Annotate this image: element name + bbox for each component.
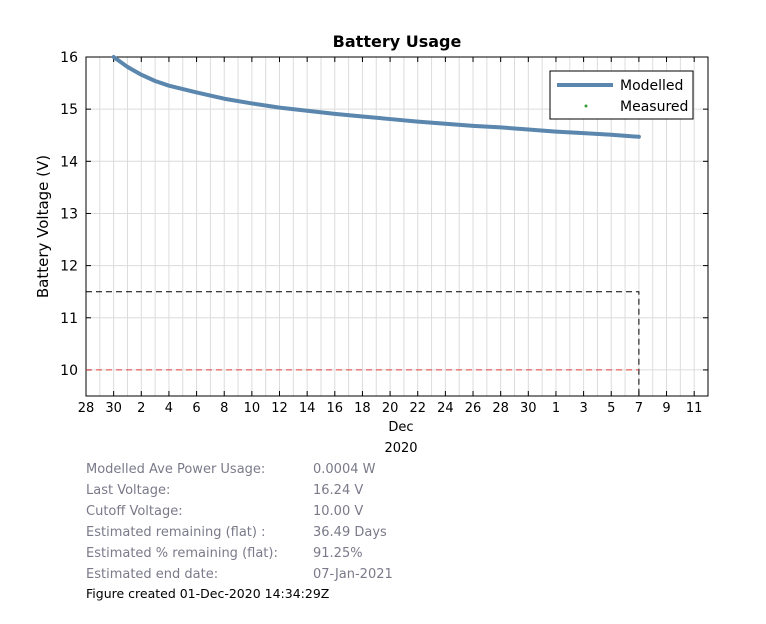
info-label: Estimated end date: [86,567,219,582]
grid-lines [85,56,709,396]
legend-label-measured: Measured [620,99,688,115]
info-label: Cutoff Voltage: [86,504,183,519]
info-value: 91.25% [313,546,363,561]
y-tick-label: 10 [60,363,78,379]
legend-label-modelled: Modelled [620,78,683,94]
summary-panel: Modelled Ave Power Usage: 0.0004 W Last … [86,459,393,585]
info-row-remaining-percent: Estimated % remaining (flat): 91.25% [86,543,393,564]
legend-swatch-measured [584,104,588,108]
y-tick-label: 14 [60,154,78,170]
x-tick-label: 30 [520,401,537,416]
x-tick-label: 22 [409,401,426,416]
x-tick-label: 11 [686,401,703,416]
threshold-reference-line [86,291,640,396]
y-tick-label: 11 [60,311,78,327]
info-value: 16.24 V [313,483,364,498]
plot-frame [85,56,709,397]
series-line-modelled [111,55,641,139]
x-tick-label: 26 [465,401,482,416]
info-value: 07-Jan-2021 [313,567,393,582]
info-row-last-voltage: Last Voltage: 16.24 V [86,480,393,501]
legend-box [549,70,694,120]
y-tick-label: 15 [60,102,78,118]
x-tick-label: 30 [105,401,122,416]
info-value: 10.00 V [313,504,364,519]
y-axis-label: Battery Voltage (V) [34,155,52,298]
info-row-cutoff: Cutoff Voltage: 10.00 V [86,501,393,522]
x-axis-label-month: Dec [388,420,413,435]
info-label: Modelled Ave Power Usage: [86,462,266,477]
info-row-remaining-days: Estimated remaining (flat) : 36.49 Days [86,522,393,543]
x-tick-label: 2 [137,401,145,416]
x-axis-label-year: 2020 [384,441,417,456]
info-label: Last Voltage: [86,483,171,498]
info-label: Estimated % remaining (flat): [86,546,278,561]
x-tick-label: 7 [635,401,643,416]
x-tick-label: 18 [354,401,371,416]
x-tick-label: 3 [579,401,587,416]
x-tick-label: 8 [220,401,228,416]
y-tick-label: 13 [60,206,78,222]
x-tick-label: 28 [78,401,95,416]
info-row-power: Modelled Ave Power Usage: 0.0004 W [86,459,393,480]
x-tick-label: 4 [165,401,173,416]
x-tick-label: 14 [299,401,316,416]
y-tick-label: 16 [60,50,78,66]
x-tick-label: 12 [271,401,288,416]
x-tick-label: 16 [327,401,344,416]
x-tick-label: 28 [492,401,509,416]
info-value: 0.0004 W [313,462,376,477]
x-tick-label: 9 [662,401,670,416]
info-value: 36.49 Days [313,525,387,540]
info-row-end-date: Estimated end date: 07-Jan-2021 [86,564,393,585]
figure-created-note: Figure created 01-Dec-2020 14:34:29Z [86,586,330,601]
x-tick-label: 20 [382,401,399,416]
y-tick-label: 12 [60,259,78,275]
x-tick-label: 6 [192,401,200,416]
x-tick-label: 1 [552,401,560,416]
x-tick-label: 5 [607,401,615,416]
chart-title: Battery Usage [333,32,462,51]
x-tick-label: 10 [244,401,261,416]
info-label: Estimated remaining (flat) : [86,525,266,540]
x-tick-label: 24 [437,401,454,416]
